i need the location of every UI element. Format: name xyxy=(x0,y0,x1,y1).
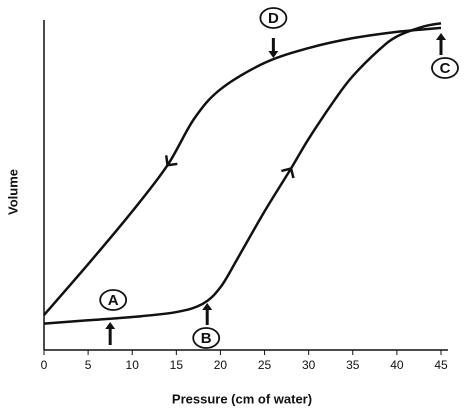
annotation-label: B xyxy=(201,330,212,347)
annotation-circle xyxy=(259,7,288,29)
x-tick-label: 20 xyxy=(214,358,228,372)
annotation-circle xyxy=(99,289,128,311)
direction-arrow xyxy=(281,166,295,179)
x-tick-label: 40 xyxy=(390,358,404,372)
annotation-arrowhead xyxy=(202,303,213,310)
annotation-label: A xyxy=(108,292,119,309)
x-tick-label: 45 xyxy=(434,358,448,372)
x-tick-label: 35 xyxy=(346,358,360,372)
y-axis-title: Volume xyxy=(5,169,20,215)
direction-arrow xyxy=(164,155,178,167)
x-tick-label: 10 xyxy=(126,358,140,372)
x-tick-label: 0 xyxy=(41,358,48,372)
line xyxy=(43,26,442,316)
x-tick-label: 25 xyxy=(258,358,272,372)
x-tick-label: 5 xyxy=(85,358,92,372)
x-tick-label: 15 xyxy=(170,358,184,372)
annotation-circle xyxy=(192,327,221,349)
annotation-arrowhead xyxy=(268,51,279,58)
annotation-label: D xyxy=(268,10,279,27)
line xyxy=(43,22,442,325)
x-axis-title: Pressure (cm of water) xyxy=(172,391,312,406)
annotation-circle xyxy=(431,57,459,79)
annotation-arrowhead xyxy=(105,322,116,329)
annotation-arrowhead xyxy=(436,33,446,40)
x-tick-label: 30 xyxy=(302,358,316,372)
annotation-label: C xyxy=(440,60,451,77)
